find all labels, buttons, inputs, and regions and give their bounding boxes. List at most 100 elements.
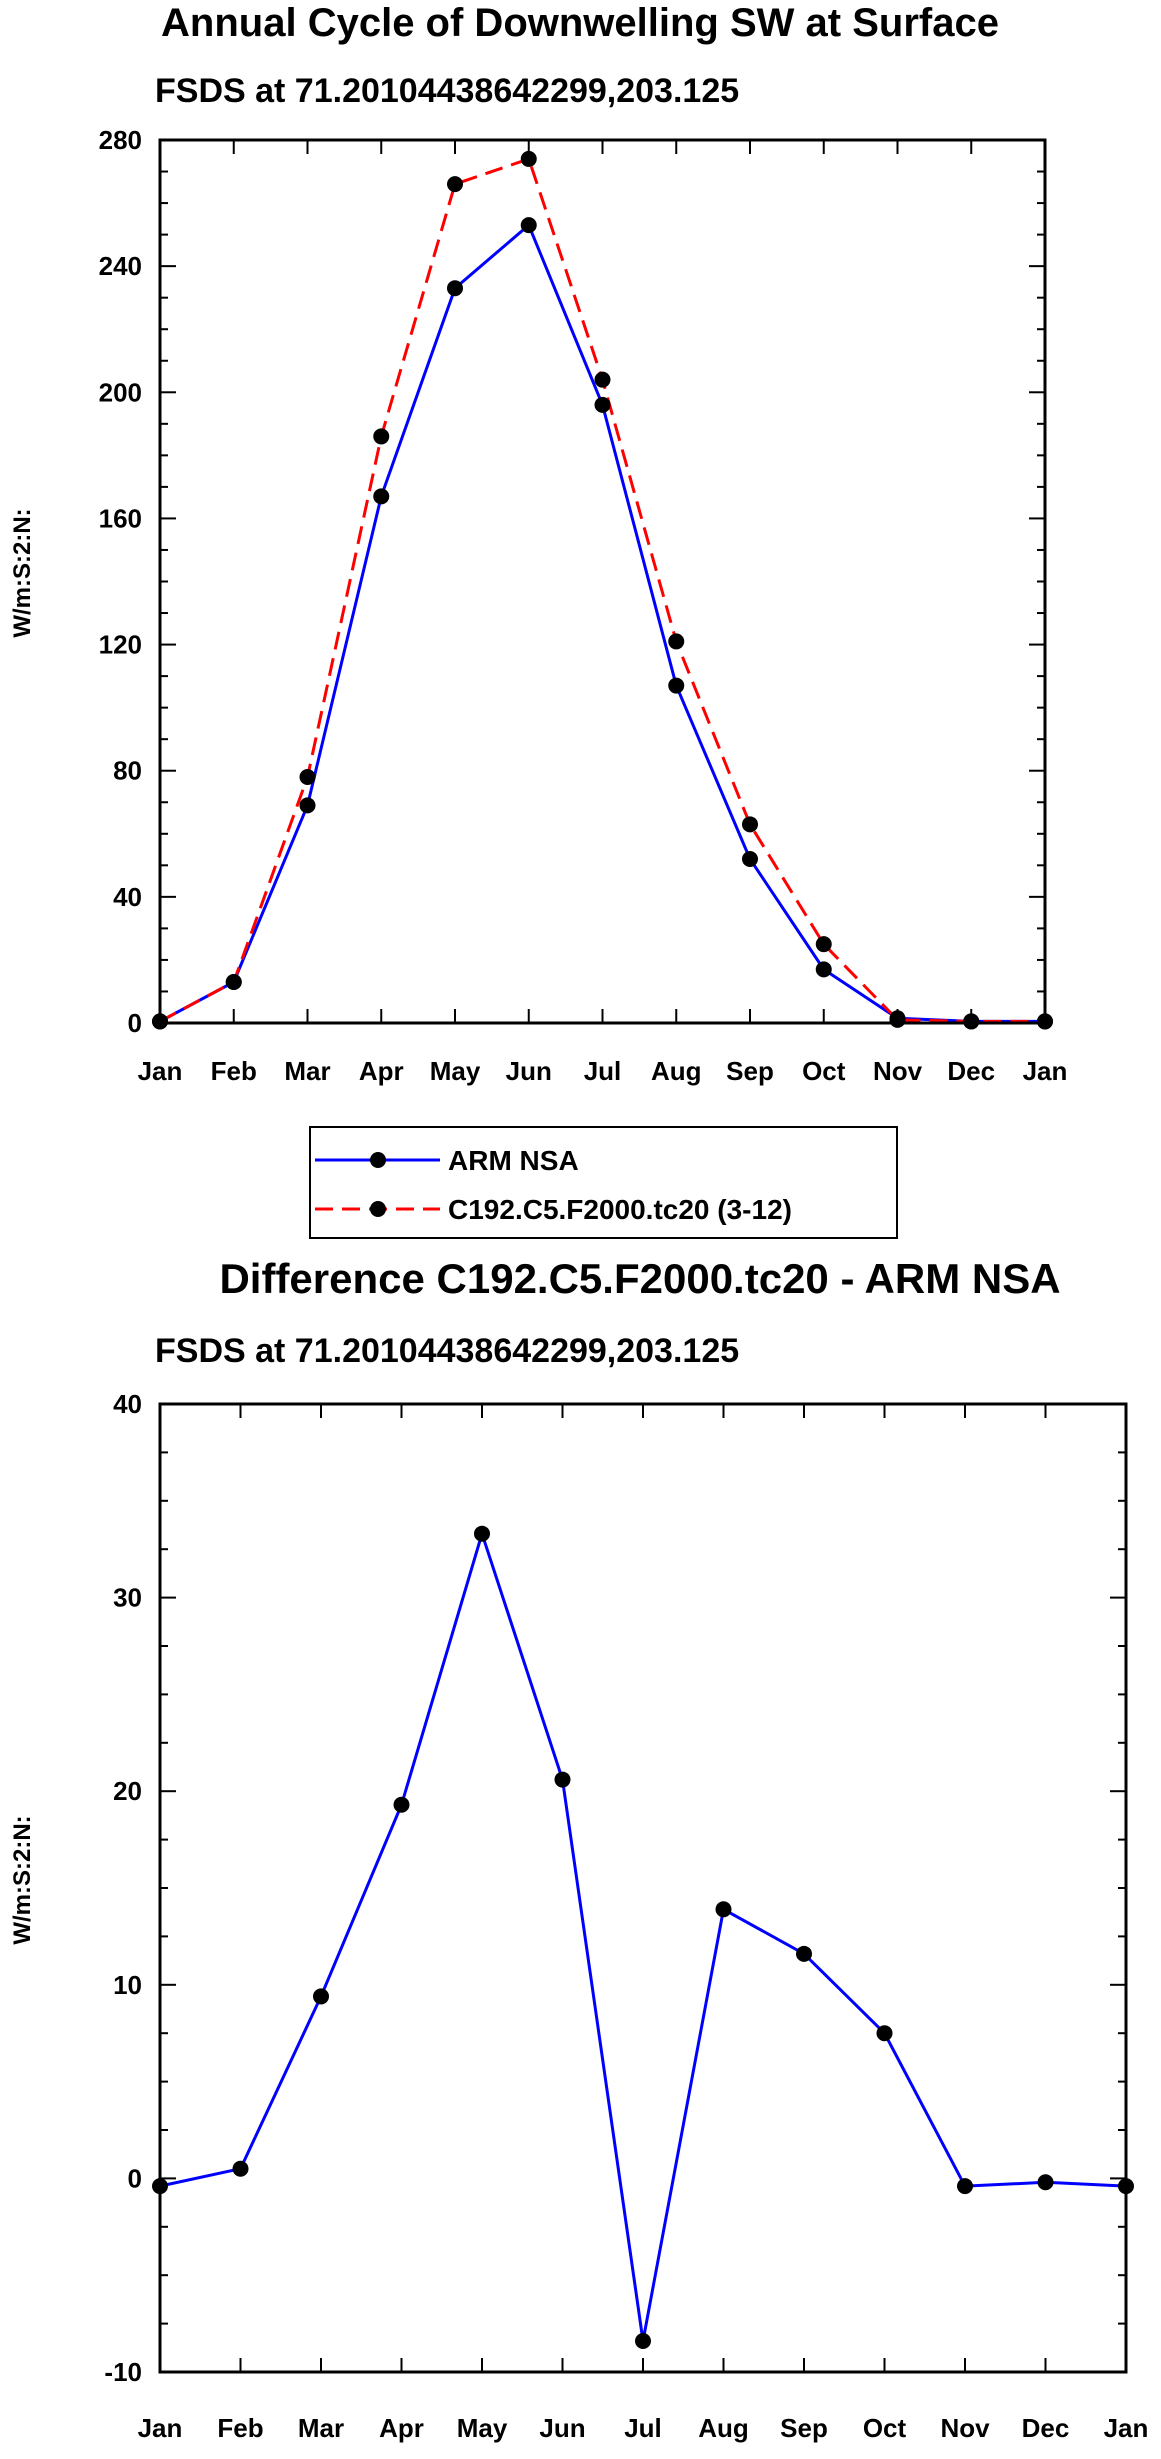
x-tick-label: Aug xyxy=(698,2413,749,2443)
legend-label-arm-nsa: ARM NSA xyxy=(448,1145,579,1176)
x-tick-label: Oct xyxy=(802,1056,846,1086)
y-tick-label: 240 xyxy=(99,251,142,281)
series-markers xyxy=(152,1525,1134,2350)
x-tick-label: Nov xyxy=(873,1056,923,1086)
data-point xyxy=(520,150,537,167)
y-tick-label: 20 xyxy=(113,1776,142,1806)
x-tick-label: Apr xyxy=(359,1056,404,1086)
series-lines xyxy=(159,157,1045,1023)
data-point xyxy=(742,851,758,868)
axis-ticks xyxy=(159,1403,1127,2373)
data-point xyxy=(889,1011,906,1028)
x-tick-label: Oct xyxy=(863,2413,907,2443)
x-tick-label: Aug xyxy=(651,1056,702,1086)
data-point xyxy=(299,797,316,814)
x-tick-label: Jan xyxy=(138,1056,183,1086)
x-tick-label: Dec xyxy=(1022,2413,1070,2443)
chart-annual-cycle: Annual Cycle of Downwelling SW at Surfac… xyxy=(9,1,1068,1239)
series-markers xyxy=(152,150,1053,1030)
y-tick-label: 0 xyxy=(128,1008,142,1038)
data-point xyxy=(313,1988,329,2005)
data-point xyxy=(594,371,611,388)
data-point xyxy=(393,1796,410,1813)
x-tick-label: Jul xyxy=(584,1056,622,1086)
x-tick-label: Mar xyxy=(298,2413,344,2443)
plot-frame xyxy=(158,138,1047,1025)
series-line-1 xyxy=(159,157,1045,1023)
x-tick-label: May xyxy=(430,1056,481,1086)
y-tick-label: 40 xyxy=(113,882,142,912)
y-tick-label: 280 xyxy=(99,125,142,155)
data-point xyxy=(957,2178,973,2195)
x-tick-label: May xyxy=(457,2413,508,2443)
y-axis-label: W/m:S:2:N: xyxy=(9,1815,36,1944)
x-tick-label: Dec xyxy=(947,1056,995,1086)
data-point xyxy=(668,677,685,694)
x-tick-label: Jan xyxy=(138,2413,183,2443)
y-tick-label: 80 xyxy=(113,756,142,786)
data-point xyxy=(876,2025,893,2042)
data-point xyxy=(815,961,832,978)
y-tick-label: 0 xyxy=(128,2163,142,2193)
y-axis-label: W/m:S:2:N: xyxy=(9,508,36,637)
data-point xyxy=(554,1771,571,1788)
x-tick-label: Mar xyxy=(284,1056,330,1086)
data-point xyxy=(232,2160,249,2177)
data-point xyxy=(474,1525,490,1542)
legend: ARM NSA C192.C5.F2000.tc20 (3-12) xyxy=(309,1126,898,1239)
x-tick-label: Jun xyxy=(506,1056,552,1086)
y-tick-label: 160 xyxy=(99,503,142,533)
data-point xyxy=(1037,2174,1054,2191)
chart-subtitle: FSDS at 71.20104438642299,203.125 xyxy=(155,72,739,110)
data-point xyxy=(373,428,390,445)
data-point xyxy=(594,396,611,413)
data-point xyxy=(742,816,758,833)
chart-difference: Difference C192.C5.F2000.tc20 - ARM NSA … xyxy=(9,1255,1148,2443)
series-line-0 xyxy=(159,223,1045,1023)
x-tick-labels: Jan Feb Mar Apr May Jun Jul Aug Sep Oct Nov Dec Jan xyxy=(138,2413,1149,2443)
y-tick-label: 10 xyxy=(113,1970,142,2000)
data-point xyxy=(815,936,832,953)
data-point xyxy=(225,974,242,991)
x-tick-label: Jan xyxy=(1104,2413,1149,2443)
data-point xyxy=(963,1013,980,1030)
x-tick-label: Jan xyxy=(1023,1056,1068,1086)
axis-ticks xyxy=(159,139,1046,1024)
data-point xyxy=(668,633,685,650)
legend-label-model: C192.C5.F2000.tc20 (3-12) xyxy=(448,1194,792,1225)
x-tick-labels: Jan Feb Mar Apr May Jun Jul Aug Sep Oct Nov Dec Jan xyxy=(138,1056,1068,1086)
data-point xyxy=(299,769,316,786)
series-line-0 xyxy=(159,1532,1127,2343)
series-lines xyxy=(159,1532,1127,2343)
x-tick-label: Jun xyxy=(539,2413,585,2443)
x-tick-label: Feb xyxy=(211,1056,257,1086)
data-point xyxy=(447,176,463,193)
x-tick-label: Sep xyxy=(726,1056,774,1086)
y-tick-label: 40 xyxy=(113,1389,142,1419)
chart-title: Annual Cycle of Downwelling SW at Surfac… xyxy=(161,1,999,45)
y-tick-label: -10 xyxy=(104,2357,142,2387)
x-tick-label: Feb xyxy=(217,2413,263,2443)
x-tick-label: Jul xyxy=(624,2413,662,2443)
legend-box xyxy=(309,1126,898,1239)
x-tick-label: Sep xyxy=(780,2413,828,2443)
x-tick-label: Nov xyxy=(940,2413,990,2443)
plot-frame xyxy=(158,1402,1128,2374)
data-point xyxy=(796,1945,812,1962)
data-point xyxy=(715,1901,732,1918)
y-tick-labels: 0 40 80 120 160 200 240 280 xyxy=(99,125,142,1038)
x-tick-label: Apr xyxy=(379,2413,424,2443)
data-point xyxy=(635,2333,651,2350)
data-point xyxy=(373,488,390,505)
y-tick-label: 200 xyxy=(99,377,142,407)
chart-subtitle: FSDS at 71.20104438642299,203.125 xyxy=(155,1332,739,1370)
y-tick-label: 30 xyxy=(113,1583,142,1613)
y-tick-label: 120 xyxy=(99,630,142,660)
legend-marker-arm-nsa xyxy=(370,1152,386,1168)
y-tick-labels: -10 0 10 20 30 40 xyxy=(104,1389,142,2387)
chart-title: Difference C192.C5.F2000.tc20 - ARM NSA xyxy=(219,1255,1060,1302)
legend-marker-model xyxy=(370,1201,386,1217)
data-point xyxy=(447,280,463,297)
data-point xyxy=(520,217,537,234)
